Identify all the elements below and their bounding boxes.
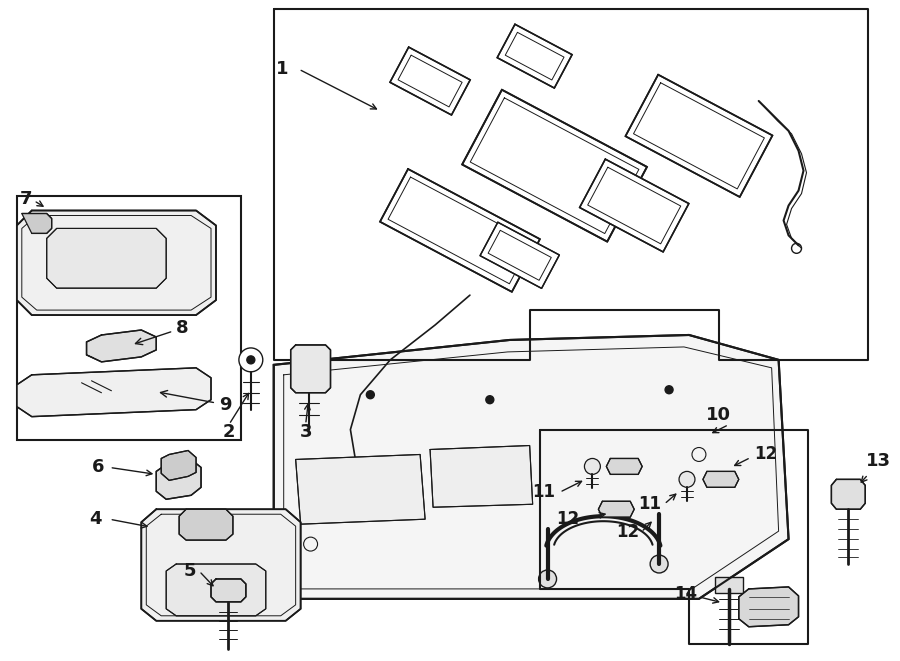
Text: 13: 13 (866, 452, 891, 471)
Text: 5: 5 (184, 562, 196, 580)
Bar (296, 365, 308, 377)
Circle shape (538, 570, 556, 588)
Circle shape (247, 356, 255, 364)
Polygon shape (157, 459, 201, 499)
Text: 8: 8 (136, 319, 189, 344)
Circle shape (608, 505, 616, 513)
Polygon shape (47, 229, 166, 288)
Circle shape (366, 391, 374, 399)
Text: 9: 9 (160, 391, 231, 414)
Text: 4: 4 (89, 510, 102, 528)
Polygon shape (166, 564, 266, 616)
Polygon shape (626, 75, 772, 197)
Circle shape (679, 471, 695, 487)
Circle shape (616, 463, 624, 471)
Text: 1: 1 (275, 60, 288, 78)
Polygon shape (390, 47, 470, 115)
Bar (17, 196, 241, 440)
Circle shape (712, 475, 720, 483)
Polygon shape (703, 471, 739, 487)
Text: 10: 10 (706, 406, 732, 424)
Polygon shape (580, 159, 688, 252)
Text: 12: 12 (753, 446, 777, 463)
Circle shape (722, 475, 730, 483)
Polygon shape (291, 345, 330, 393)
Polygon shape (380, 169, 540, 292)
Bar (310, 365, 322, 377)
Circle shape (584, 459, 600, 475)
Polygon shape (17, 210, 216, 315)
Polygon shape (430, 446, 533, 507)
Polygon shape (179, 509, 233, 540)
Polygon shape (211, 579, 246, 602)
Circle shape (617, 505, 626, 513)
Polygon shape (17, 368, 211, 416)
Text: 12: 12 (556, 510, 580, 528)
Text: 11: 11 (638, 495, 662, 514)
Polygon shape (598, 501, 634, 517)
Circle shape (486, 396, 494, 404)
Polygon shape (739, 587, 798, 627)
Circle shape (650, 555, 668, 573)
Bar (310, 350, 322, 362)
Polygon shape (832, 479, 865, 509)
Polygon shape (86, 330, 157, 362)
Polygon shape (480, 222, 560, 288)
Text: 2: 2 (222, 422, 235, 441)
Polygon shape (296, 455, 425, 524)
Text: 11: 11 (533, 483, 555, 501)
Polygon shape (463, 90, 647, 242)
Circle shape (665, 386, 673, 394)
Circle shape (626, 463, 634, 471)
Text: 3: 3 (300, 422, 312, 441)
Polygon shape (141, 509, 301, 621)
Text: 6: 6 (92, 459, 104, 477)
Bar (715, 577, 742, 593)
Polygon shape (607, 459, 643, 475)
Bar (296, 350, 308, 362)
Text: 14: 14 (674, 585, 697, 603)
Polygon shape (497, 24, 572, 88)
Circle shape (238, 348, 263, 372)
Polygon shape (22, 214, 51, 233)
Text: 7: 7 (20, 190, 32, 208)
Polygon shape (274, 335, 788, 599)
Text: 12: 12 (616, 523, 639, 541)
Polygon shape (161, 451, 196, 481)
